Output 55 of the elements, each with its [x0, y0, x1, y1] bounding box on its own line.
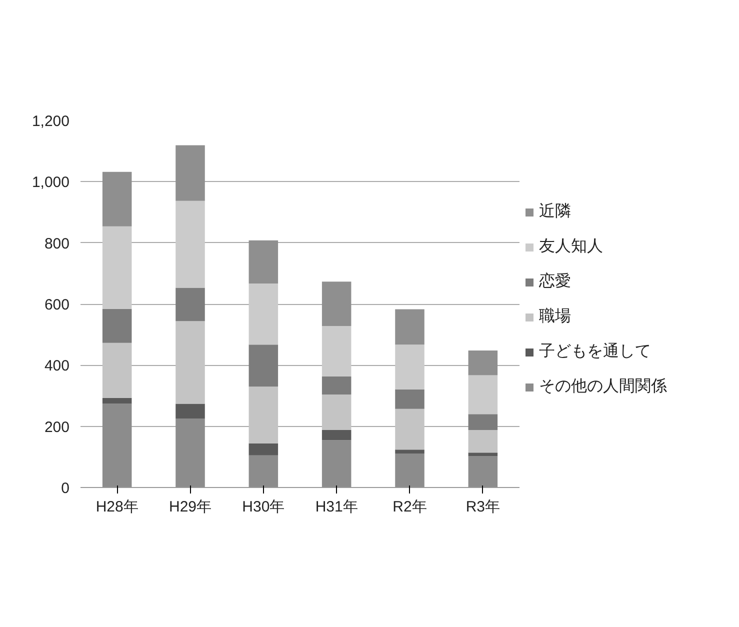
- y-tick-label: 0: [61, 480, 70, 497]
- y-tick-label: 600: [44, 296, 70, 314]
- y-tick-label: 400: [44, 358, 70, 375]
- y-tick-label: 1,000: [32, 174, 70, 192]
- bar: [322, 282, 352, 326]
- bar: [322, 326, 352, 376]
- y-tick-label: 1,200: [32, 113, 70, 130]
- bar: [248, 386, 278, 444]
- x-tick-label: H31年: [315, 498, 358, 516]
- bar: [248, 344, 278, 387]
- legend-label: その他の人間関係: [539, 377, 667, 397]
- bar: [248, 443, 278, 456]
- x-tick-label: H28年: [96, 498, 138, 516]
- bar: [468, 414, 498, 430]
- legend-label: 近隣: [539, 202, 571, 222]
- bar: [322, 394, 352, 430]
- bar: [395, 309, 424, 345]
- bar: [395, 450, 424, 454]
- bar: [468, 452, 498, 456]
- bar: [176, 418, 205, 488]
- bar: [395, 344, 424, 390]
- legend-label: 友人知人: [539, 237, 603, 257]
- y-tick-label: 800: [44, 235, 70, 252]
- bar: [176, 321, 205, 404]
- bar: [395, 454, 424, 488]
- bar: [176, 200, 205, 288]
- bar: [468, 375, 498, 414]
- bar: [468, 456, 498, 488]
- bar: [102, 226, 132, 309]
- bar: [395, 389, 424, 409]
- x-tick-label: R2年: [392, 498, 427, 516]
- bar: [248, 284, 278, 345]
- bar: [322, 440, 352, 488]
- bar: [322, 430, 352, 440]
- x-tick-label: H29年: [168, 498, 212, 516]
- bar: [248, 240, 278, 284]
- bar: [468, 430, 498, 453]
- bar: [248, 455, 278, 488]
- bar: [176, 404, 205, 419]
- legend-label: 恋愛: [539, 272, 571, 292]
- bar: [102, 308, 132, 343]
- bar: [468, 350, 498, 376]
- legend-label: 子どもを通して: [539, 342, 651, 362]
- bar: [102, 404, 132, 488]
- bar: [395, 408, 424, 450]
- y-tick-label: 200: [44, 418, 70, 436]
- legend-label: 職場: [539, 306, 571, 327]
- bar: [102, 172, 132, 226]
- bar: [102, 342, 132, 398]
- bar: [176, 145, 205, 201]
- bar: [102, 398, 132, 404]
- bar: [176, 288, 205, 322]
- x-tick-label: R3年: [466, 498, 500, 516]
- bar: [322, 376, 352, 395]
- x-tick-label: H30年: [242, 498, 285, 516]
